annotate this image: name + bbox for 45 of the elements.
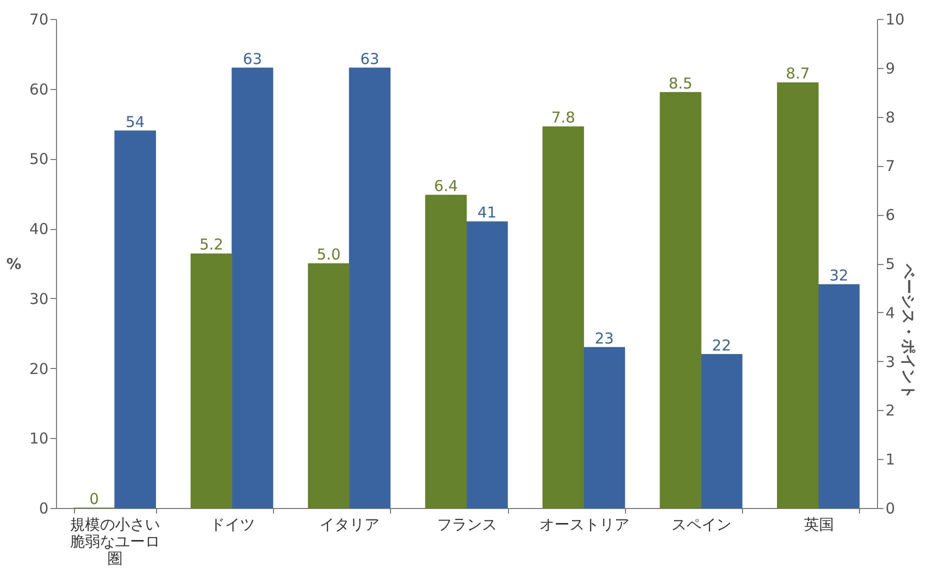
y2-tick-label: 1 [886, 450, 896, 469]
y-tick-label: 50 [29, 150, 48, 168]
y-tick-label: 20 [29, 360, 48, 378]
data-label: 5.0 [316, 246, 341, 264]
x-tick-label: フランス [437, 516, 497, 534]
data-label: 22 [712, 336, 732, 354]
y2-tick-label: 10 [886, 10, 905, 28]
data-label: 63 [242, 50, 262, 68]
y2-tick-label: 0 [886, 500, 896, 518]
y2-tick-label: 9 [886, 59, 896, 78]
x-tick-label: イタリア [320, 516, 380, 534]
y-tick-label: 10 [29, 430, 48, 448]
y-tick-label: 0 [38, 500, 48, 518]
y2-tick-label: 5 [886, 255, 896, 273]
y2-tick-label: 6 [886, 206, 896, 224]
y2-axis-title: ベーシス・ポイント [900, 263, 918, 399]
y2-tick-label: 8 [886, 108, 896, 126]
y-tick-label: 30 [29, 290, 48, 308]
x-tick-label: ドイツ [210, 516, 255, 534]
y2-tick-label: 2 [886, 402, 896, 420]
bar [114, 130, 156, 508]
x-tick-label: 英国 [804, 516, 834, 534]
y2-tick-label: 7 [886, 157, 896, 176]
data-label: 8.7 [786, 64, 810, 83]
data-label: 6.4 [434, 177, 458, 196]
bar [542, 126, 584, 508]
x-tick-label: スペイン [672, 516, 732, 534]
data-label: 5.2 [199, 236, 224, 254]
y-tick-label: 60 [29, 80, 48, 98]
x-tick-label: オーストリア [539, 516, 630, 534]
data-label: 63 [360, 50, 380, 68]
y-tick-label: 70 [29, 10, 48, 28]
y-axis-title: % [6, 255, 22, 273]
data-label: 41 [477, 204, 497, 222]
y2-tick-label: 3 [886, 352, 896, 371]
y2-tick-label: 4 [886, 304, 896, 322]
data-label: 32 [829, 266, 848, 284]
data-label: 23 [594, 329, 614, 348]
data-label: 54 [126, 112, 145, 131]
data-label: 0 [89, 490, 99, 508]
data-label: 7.8 [551, 108, 576, 127]
data-label: 8.5 [668, 74, 692, 92]
y-tick-label: 40 [29, 220, 48, 238]
bar [660, 92, 702, 508]
x-tick-label: 規模の小さい脆弱なユーロ圏 [70, 516, 160, 568]
